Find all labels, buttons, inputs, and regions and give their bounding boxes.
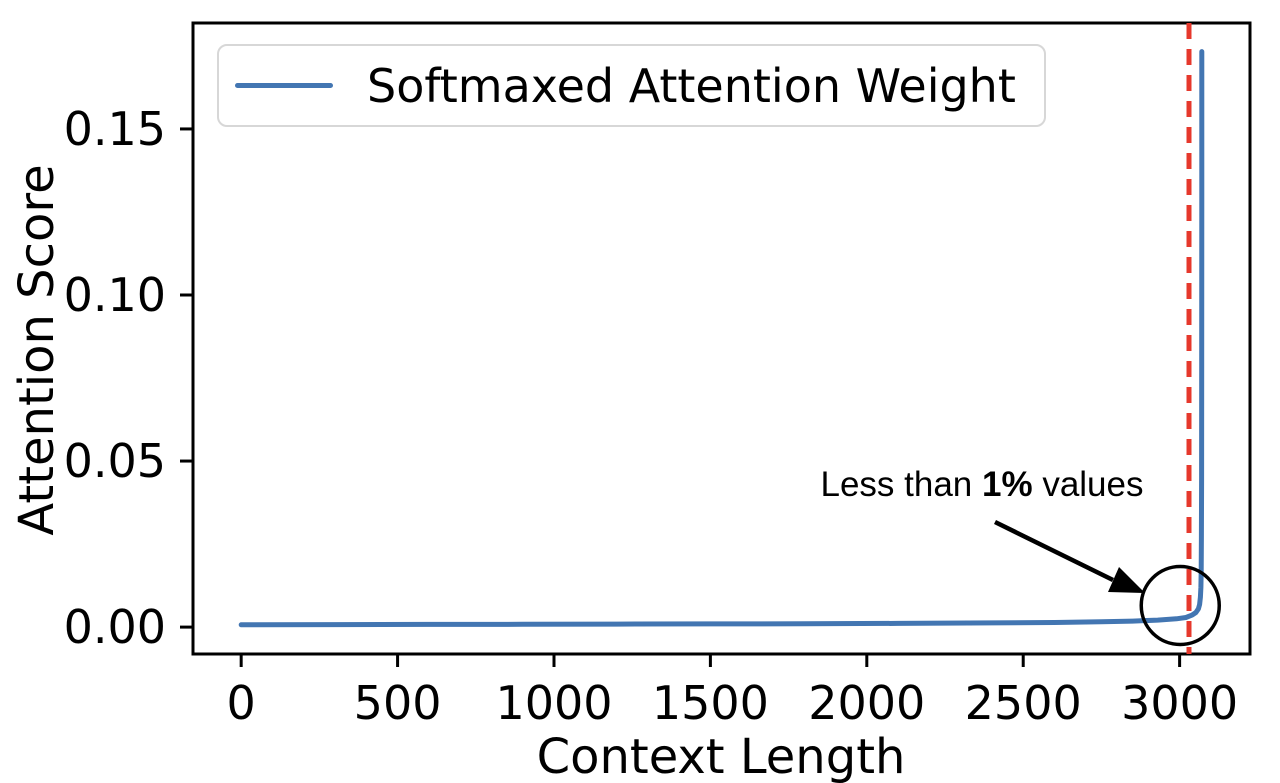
x-tick-label: 1500 — [651, 676, 769, 730]
annotation-text-prefix: Less than — [820, 465, 982, 504]
y-axis-title: Attention Score — [9, 164, 65, 536]
annotation-text-bold: 1% — [982, 465, 1033, 504]
x-tick-label: 2000 — [808, 676, 926, 730]
annotation-circle — [1139, 564, 1221, 647]
annotation-text: Less than 1% values — [821, 465, 1144, 505]
legend-entry-label: Softmaxed Attention Weight — [367, 58, 1016, 113]
annotation-arrow — [994, 519, 1145, 593]
legend: Softmaxed Attention Weight — [217, 44, 1046, 127]
y-tick-label: 0.00 — [63, 600, 166, 655]
x-tick-label: 0 — [226, 676, 256, 730]
x-tick-label: 2500 — [964, 676, 1082, 730]
y-tick-label: 0.05 — [63, 434, 166, 489]
attention-curve — [238, 49, 1205, 628]
plot-border — [191, 21, 1252, 656]
axis-tick-marks — [180, 127, 1182, 667]
y-tick-label: 0.10 — [63, 267, 166, 322]
y-tick-label: 0.15 — [63, 101, 166, 156]
x-axis-title: Context Length — [536, 729, 906, 783]
x-tick-label: 1000 — [495, 676, 613, 730]
legend-line-sample — [235, 83, 333, 88]
x-tick-label: 3000 — [1121, 676, 1239, 730]
x-tick-label: 500 — [353, 676, 442, 730]
annotation-text-suffix: values — [1032, 465, 1144, 504]
